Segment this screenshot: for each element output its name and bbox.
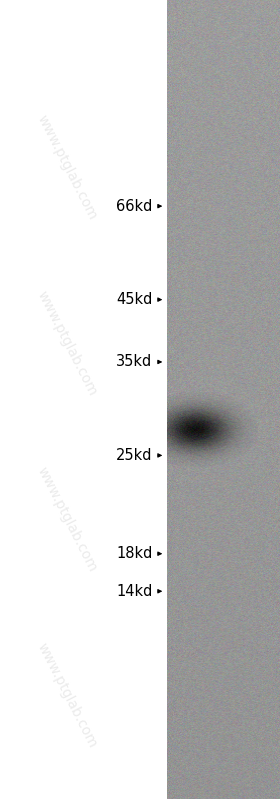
Bar [0, 0, 167, 799]
Text: www.ptglab.com: www.ptglab.com [35, 464, 100, 574]
Text: www.ptglab.com: www.ptglab.com [35, 640, 100, 750]
Text: 45kd: 45kd [116, 292, 153, 307]
Text: www.ptglab.com: www.ptglab.com [35, 288, 100, 399]
Text: www.ptglab.com: www.ptglab.com [35, 113, 100, 223]
Text: 35kd: 35kd [116, 355, 153, 369]
Text: 66kd: 66kd [116, 199, 153, 213]
Text: 14kd: 14kd [116, 584, 153, 598]
Text: 25kd: 25kd [116, 448, 153, 463]
Text: 18kd: 18kd [116, 547, 153, 561]
